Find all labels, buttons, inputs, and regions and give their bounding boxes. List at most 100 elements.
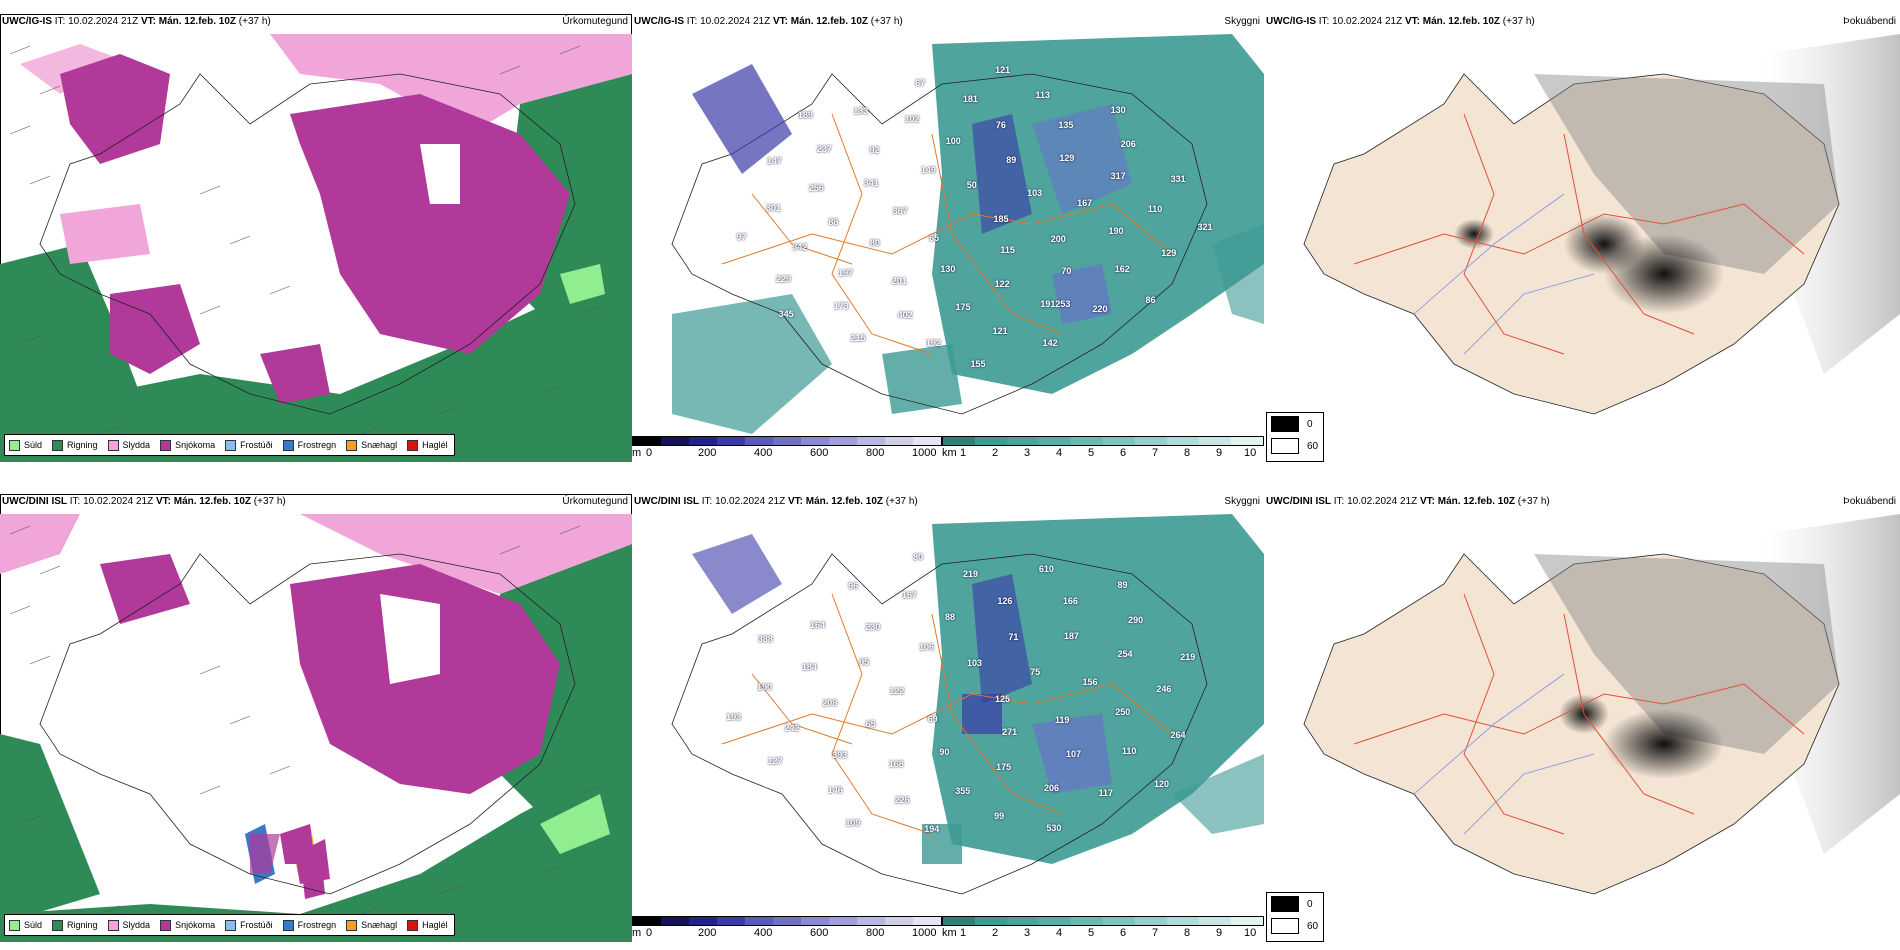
colorbar-step <box>661 437 689 445</box>
cloud-base-label: 317 <box>1110 171 1126 182</box>
cloud-base-label: 321 <box>1197 221 1213 232</box>
visibility-map-row2 <box>671 514 1264 895</box>
fog-panel-row2: UWC/DINI ISL IT: 10.02.2024 21Z VT: Mán.… <box>1264 494 1900 942</box>
fog-swatch-light <box>1271 918 1299 934</box>
cloud-base-label: 100 <box>945 135 961 146</box>
cloud-base-label: 166 <box>1062 595 1078 606</box>
legend-item-snow: Snjókoma <box>160 919 215 931</box>
cloud-base-label: 106 <box>919 642 935 653</box>
colorbar-step <box>1039 437 1071 445</box>
legend-swatch <box>52 919 64 931</box>
legend-swatch <box>52 439 64 451</box>
cloud-base-label: 146 <box>827 784 843 795</box>
colorbar-step <box>1167 917 1199 925</box>
panel-type-title: Skyggni <box>1224 16 1260 27</box>
cloud-base-label: 75 <box>1030 666 1041 677</box>
legend-item-freezing-rain: Frostregn <box>282 919 336 931</box>
legend-swatch <box>225 919 237 931</box>
cloud-base-label: 190 <box>1108 226 1124 237</box>
cloud-base-label: 345 <box>778 308 794 319</box>
legend-item-freezing-drizzle: Frostúði <box>225 919 273 931</box>
cloud-base-label: 219 <box>1180 651 1196 662</box>
cloud-base-label: 201 <box>891 276 907 287</box>
legend-item-sleet: Slydda <box>107 919 150 931</box>
cloud-base-label: 110 <box>1121 746 1137 757</box>
cloud-base-label: 102 <box>904 114 920 125</box>
cloud-base-label: 96 <box>848 580 859 591</box>
fog-legend-item: 0 <box>1267 893 1323 915</box>
colorbar-step <box>913 437 941 445</box>
cloud-base-label: 89 <box>1117 579 1128 590</box>
cloud-base-label: 189 <box>797 109 813 120</box>
panel-header: UWC/DINI ISL IT: 10.02.2024 21Z VT: Mán.… <box>634 496 918 507</box>
cloud-base-label: 256 <box>808 183 824 194</box>
cloud-base-label: 301 <box>766 202 782 213</box>
cloud-base-label: 192 <box>925 338 941 349</box>
fog-map-row1 <box>1303 34 1900 415</box>
cloud-base-label: 331 <box>1170 173 1186 184</box>
colorbar-step <box>745 917 773 925</box>
cloud-base-label: 156 <box>1082 677 1098 688</box>
colorbar-step <box>661 917 689 925</box>
visibility-ticks: km 1 2 3 4 5 6 7 8 9 10 <box>942 447 1257 459</box>
fog-legend-row1: 0 60 <box>1266 412 1324 462</box>
cloud-base-label: 168 <box>888 759 904 770</box>
cloud-base-label: 122 <box>994 279 1010 290</box>
precip-type-map-row1 <box>0 34 632 462</box>
colorbar-step <box>1167 437 1199 445</box>
cloud-base-label: 149 <box>920 164 936 175</box>
fog-legend-item: 0 <box>1267 413 1323 435</box>
cloud-base-label: 194 <box>924 823 940 834</box>
cloud-base-label: 242 <box>784 723 800 734</box>
cloud-base-label: 76 <box>995 119 1006 130</box>
cloud-base-label: 115 <box>1000 245 1015 256</box>
cloud-base-label: 200 <box>1050 234 1066 245</box>
cloud-base-label: 103 <box>966 658 983 669</box>
colorbar-step <box>1231 917 1263 925</box>
fog-legend-row2: 0 60 <box>1266 892 1324 942</box>
legend-item-sleet: Slydda <box>107 439 150 451</box>
colorbar-step <box>1039 917 1071 925</box>
cloud-base-label: 92 <box>869 144 880 155</box>
colorbar-step <box>633 437 661 445</box>
cloud-base-label: 99 <box>994 810 1005 821</box>
legend-item-rain: Rigning <box>52 439 98 451</box>
cloud-base-label: 342 <box>792 241 808 252</box>
cloud-base-label: 147 <box>766 156 782 167</box>
colorbar-step <box>943 917 975 925</box>
cloud-base-label: 181 <box>962 94 978 105</box>
colorbar-step <box>717 917 745 925</box>
cloud-base-label: 125 <box>994 694 1010 704</box>
colorbar-step <box>1007 437 1039 445</box>
cloud-base-label: 109 <box>845 818 861 829</box>
panel-header: UWC/IG-IS IT: 10.02.2024 21Z VT: Mán. 12… <box>634 16 903 27</box>
legend-item-rain: Rigning <box>52 919 98 931</box>
colorbar-step <box>975 437 1007 445</box>
legend-swatch <box>225 439 237 451</box>
cloud-base-label: 175 <box>996 762 1012 773</box>
cloud-base-label: 97 <box>736 231 747 242</box>
cloud-base-label: 67 <box>915 77 926 88</box>
cloud-base-label: 184 <box>801 662 817 673</box>
cloud-base-label: 206 <box>1043 783 1059 794</box>
cloud-base-label: 230 <box>865 621 881 632</box>
precip-type-map-row2 <box>0 514 632 942</box>
cloud-base-ticks: m 0 200 400 600 800 1000 <box>632 447 937 459</box>
cloud-base-label: 80 <box>913 551 924 562</box>
cloud-base-label: 110 <box>1147 204 1163 215</box>
legend-swatch <box>107 439 119 451</box>
cloud-base-label: 341 <box>863 178 879 189</box>
cloud-base-label: 65 <box>929 232 940 243</box>
cloud-base-label: 246 <box>1156 683 1172 694</box>
colorbar-step <box>943 437 975 445</box>
legend-swatch <box>9 919 20 931</box>
legend-swatch <box>282 439 294 451</box>
cloud-base-label: 129 <box>1161 248 1177 259</box>
cloud-base-label: 185 <box>993 214 1009 224</box>
cloud-base-label: 355 <box>955 786 971 797</box>
cloud-base-label: 254 <box>1117 649 1133 660</box>
cloud-base-label: 220 <box>1092 303 1108 314</box>
legend-item-snow-pellets: Snæhagl <box>346 919 397 931</box>
panel-type-title: Þokuábendi <box>1843 496 1896 507</box>
fog-legend-item: 60 <box>1267 435 1323 457</box>
